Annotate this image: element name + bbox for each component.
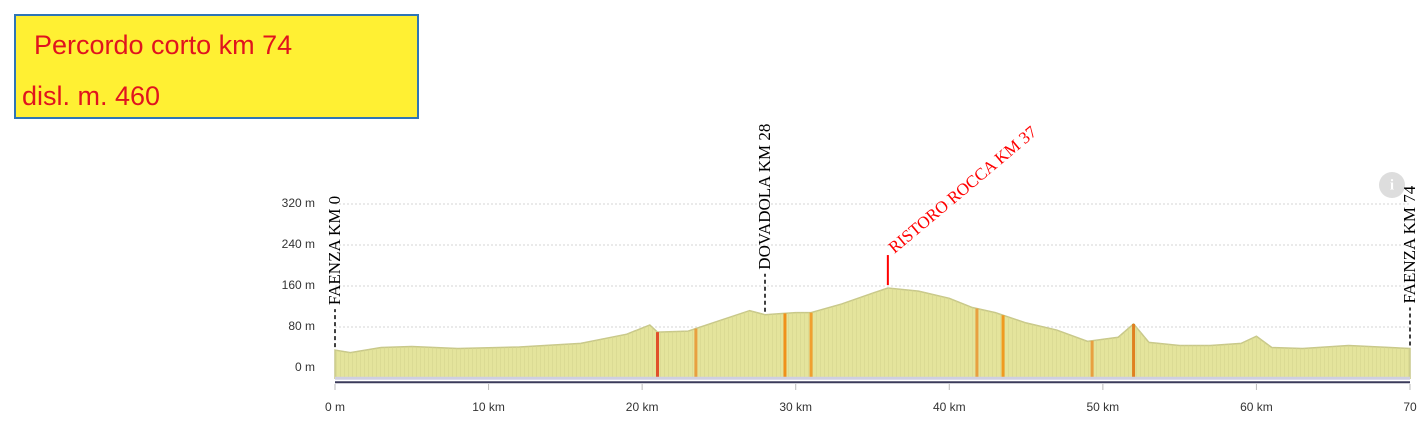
- x-tick-label: 10 km: [472, 400, 505, 414]
- x-tick-label: 50 km: [1087, 400, 1120, 414]
- y-tick-label: 320 m: [282, 196, 315, 210]
- x-tick-label: 30 km: [779, 400, 812, 414]
- annotation-label: RISTORO ROCCA KM 37: [885, 122, 1041, 257]
- annotation-label: FAENZA KM 74: [1400, 185, 1419, 303]
- info-icon-glyph: i: [1390, 177, 1394, 193]
- y-tick-label: 0 m: [295, 360, 315, 374]
- x-tick-label: 40 km: [933, 400, 966, 414]
- x-tick-label: 60 km: [1240, 400, 1273, 414]
- x-tick-label: 70: [1403, 400, 1417, 414]
- title-box: [14, 14, 419, 119]
- plot: 0 m 80 m 160 m 240 m 320 m 0 m 10 km 20 km 30 km…: [282, 122, 1419, 414]
- elevation-texture: [335, 288, 1410, 379]
- y-tick-label: 240 m: [282, 237, 315, 251]
- x-tick-label: 20 km: [626, 400, 659, 414]
- info-icon[interactable]: [1379, 172, 1405, 198]
- title-line: disl. m. 460: [22, 81, 160, 111]
- x-tick-label: 0 m: [325, 400, 345, 414]
- y-tick-label: 160 m: [282, 278, 315, 292]
- annotation-label: FAENZA KM 0: [325, 196, 344, 305]
- title-line: Percordo corto km 74: [34, 30, 292, 60]
- annotation-label: DOVADOLA KM 28: [755, 124, 774, 270]
- y-tick-label: 80 m: [288, 319, 315, 333]
